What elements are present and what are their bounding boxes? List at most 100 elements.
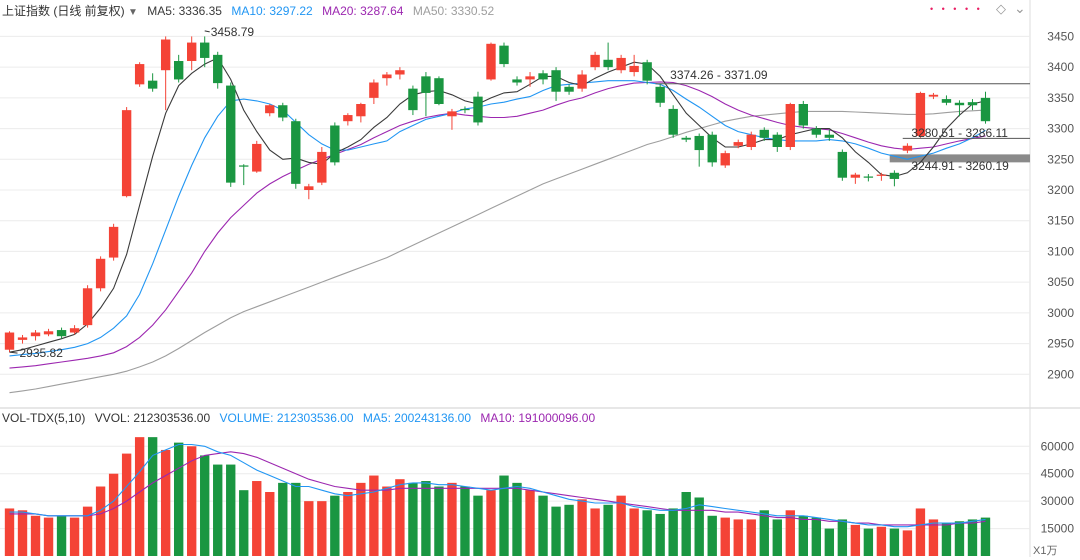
candle-up — [850, 174, 861, 178]
candle-up — [447, 111, 457, 117]
candle-up — [265, 105, 275, 114]
candle-up — [187, 42, 197, 61]
candle-down — [954, 102, 965, 106]
ma20-legend: MA20: 3287.64 — [322, 4, 404, 18]
ma20-line — [9, 81, 986, 369]
candle-down — [460, 108, 470, 111]
volume-bar-down — [954, 521, 965, 556]
candle-up — [356, 104, 366, 117]
volume-legend: VOLUME: 212303536.00 — [219, 411, 354, 425]
collapse-icon[interactable]: ⌄ — [1014, 0, 1026, 16]
chart-title: 上证指数 (日线 前复权) — [2, 4, 125, 18]
ma5-line — [9, 57, 986, 353]
volume-bar-down — [863, 528, 874, 556]
volume-ma5-line — [9, 443, 986, 528]
candle-up — [252, 143, 262, 172]
volume-bar-down — [668, 508, 678, 556]
candle-down — [330, 125, 340, 163]
price-tick-label: 3450 — [1047, 29, 1074, 43]
candle-down — [681, 137, 691, 140]
volume-bar-down — [512, 482, 522, 556]
candle-down — [213, 54, 223, 84]
candle-down — [173, 61, 184, 80]
candle-up — [134, 64, 145, 85]
candle-up — [902, 145, 913, 151]
candle-up — [17, 337, 28, 340]
candle-down — [499, 45, 509, 65]
volume-bar-down — [681, 492, 691, 556]
candle-down — [798, 104, 808, 126]
candle-down — [473, 96, 483, 123]
volume-bar-up — [265, 492, 275, 556]
candle-up — [746, 134, 756, 147]
volume-bar-up — [356, 482, 366, 556]
candle-up — [317, 151, 327, 183]
vvol-legend: VVOL: 212303536.00 — [94, 411, 211, 425]
candle-up — [616, 57, 626, 71]
volume-bar-up — [82, 506, 93, 556]
candle-down — [655, 86, 665, 103]
volume-header: VOL-TDX(5,10) VVOL: 212303536.00 VOLUME:… — [2, 411, 595, 425]
volume-bar-down — [603, 504, 613, 556]
price-header: 上证指数 (日线 前复权) ▼ MA5: 3336.35 MA10: 3297.… — [2, 2, 494, 19]
volume-bar-up — [590, 508, 600, 556]
price-tick-label: 3350 — [1047, 91, 1074, 105]
volume-bar-up — [525, 490, 535, 556]
candle-up — [343, 115, 353, 122]
volume-bar-down — [967, 519, 978, 556]
candle-down — [811, 128, 822, 135]
volume-bar-down — [200, 455, 210, 556]
candle-down — [551, 70, 561, 92]
volume-bar-down — [538, 495, 548, 556]
volume-tick-label: 30000 — [1041, 494, 1075, 508]
volume-bar-up — [382, 486, 392, 556]
candle-up — [928, 94, 939, 97]
candle-up — [4, 332, 15, 350]
candle-down — [564, 86, 574, 92]
candle-up — [160, 39, 171, 71]
candle-down — [759, 129, 769, 138]
volume-bar-up — [720, 517, 730, 556]
diamond-icon[interactable]: ◇ — [996, 1, 1006, 16]
candle-down — [980, 97, 991, 122]
candle-up — [108, 226, 119, 258]
candle-down — [512, 79, 522, 83]
volume-bar-up — [4, 508, 15, 556]
candle-up — [590, 54, 600, 68]
candle-down — [278, 105, 288, 118]
volume-bar-up — [395, 479, 405, 556]
ma5-legend: MA5: 3336.35 — [147, 4, 222, 18]
volume-bar-up — [17, 510, 28, 556]
volume-bar-down — [941, 523, 952, 556]
volume-bar-down — [460, 486, 470, 556]
volume-bar-down — [213, 464, 223, 556]
volume-bar-up — [577, 499, 587, 556]
volume-bar-up — [187, 446, 197, 556]
volume-bar-up — [447, 482, 457, 556]
candle-up — [30, 332, 41, 337]
volume-bar-down — [824, 528, 835, 556]
candle-down — [694, 135, 704, 151]
price-tick-label: 2900 — [1047, 367, 1074, 381]
candle-down — [707, 134, 717, 163]
volume-bar-down — [889, 528, 900, 556]
title-menu-arrow[interactable]: ▼ — [128, 7, 138, 18]
volume-bar-up — [733, 519, 743, 556]
price-tick-label: 3000 — [1047, 306, 1074, 320]
candle-up — [915, 92, 926, 136]
candle-down — [863, 176, 874, 178]
volume-bar-down — [694, 497, 704, 556]
volume-bar-down — [408, 482, 418, 556]
candle-down — [603, 59, 613, 68]
volume-bar-down — [980, 517, 991, 556]
volume-tick-label: 60000 — [1041, 439, 1075, 453]
candle-up — [629, 65, 639, 73]
candle-down — [239, 165, 249, 167]
vol-ma5-legend: MA5: 200243136.00 — [362, 411, 472, 425]
volume-ma10-line — [9, 451, 986, 526]
candle-down — [56, 330, 67, 337]
volume-bar-up — [343, 492, 353, 556]
price-tick-label: 2950 — [1047, 337, 1074, 351]
candle-up — [43, 331, 54, 335]
